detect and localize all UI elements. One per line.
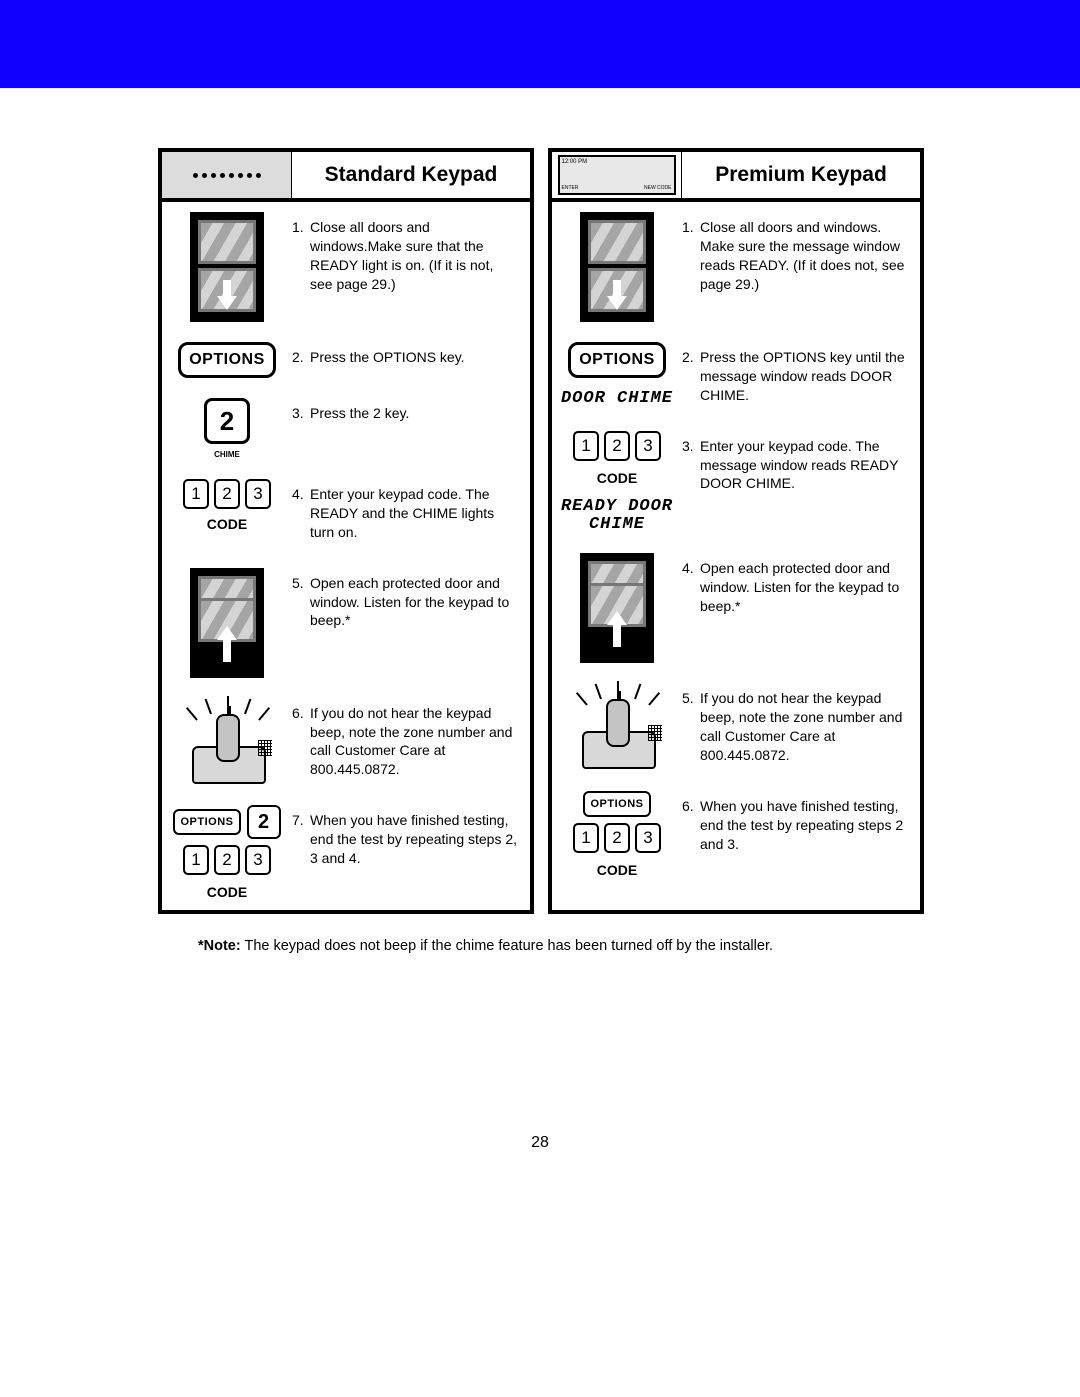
prem-row-2: OPTIONS DOOR CHIME 2.Press the OPTIONS k… [552, 332, 920, 421]
window-open-icon [580, 553, 654, 663]
standard-title: Standard Keypad [292, 152, 530, 198]
top-banner [0, 0, 1080, 88]
std-row-4: 1 2 3 CODE 4.Enter your keypad code. The… [162, 469, 530, 558]
columns: Standard Keypad 1.Close all doors and wi… [158, 148, 922, 914]
page-number: 28 [158, 1134, 922, 1152]
premium-title: Premium Keypad [682, 152, 920, 198]
key-2-small[interactable]: 2 [247, 805, 281, 839]
lcd-ready-door-chime: READY DOOR CHIME [552, 498, 682, 534]
code-keys[interactable]: 1 2 3 [573, 431, 661, 461]
code-label: CODE [207, 884, 247, 900]
phone-ringing-icon [572, 683, 662, 769]
std-row-1: 1.Close all doors and windows.Make sure … [162, 202, 530, 332]
lcd-door-chime: DOOR CHIME [561, 390, 673, 408]
prem-row-5: 5.If you do not hear the keypad beep, no… [552, 673, 920, 781]
key-2-button[interactable]: 2 [204, 398, 250, 444]
standard-column: Standard Keypad 1.Close all doors and wi… [158, 148, 534, 914]
window-close-icon [190, 212, 264, 322]
prem-row-1: 1.Close all doors and windows. Make sure… [552, 202, 920, 332]
code-keys-small[interactable]: 1 2 3 [183, 845, 271, 875]
options-button-small[interactable]: OPTIONS [583, 791, 650, 817]
window-close-icon [580, 212, 654, 322]
code-label: CODE [597, 862, 637, 878]
window-open-icon [190, 568, 264, 678]
code-keys-small[interactable]: 1 2 3 [573, 823, 661, 853]
premium-column: 12:00 PM ENTERNEW CODE Premium Keypad 1.… [548, 148, 924, 914]
code-keys[interactable]: 1 2 3 [183, 479, 271, 509]
std-row-3: 2 CHIME 3.Press the 2 key. [162, 388, 530, 469]
options-button-small[interactable]: OPTIONS [173, 809, 240, 835]
prem-row-6: OPTIONS 1 2 3 CODE 6.When you have finis… [552, 781, 920, 888]
code-label: CODE [207, 516, 247, 532]
std-row-7: OPTIONS 2 1 2 3 CODE 7.When you have fin… [162, 795, 530, 910]
standard-header: Standard Keypad [162, 152, 530, 202]
page-body: Standard Keypad 1.Close all doors and wi… [0, 88, 1080, 1152]
std-row-6: 6.If you do not hear the keypad beep, no… [162, 688, 530, 796]
std-row-5: 5.Open each protected door and window. L… [162, 558, 530, 688]
options-button[interactable]: OPTIONS [178, 342, 276, 378]
chime-label: CHIME [214, 450, 240, 459]
standard-led-panel [162, 152, 292, 198]
prem-row-3: 1 2 3 CODE READY DOOR CHIME 3.Enter your… [552, 421, 920, 544]
std-row-2: OPTIONS 2.Press the OPTIONS key. [162, 332, 530, 388]
code-label: CODE [597, 470, 637, 486]
phone-ringing-icon [182, 698, 272, 784]
footnote: *Note: The keypad does not beep if the c… [158, 938, 922, 954]
lcd-panel-icon: 12:00 PM ENTERNEW CODE [558, 155, 676, 195]
premium-header: 12:00 PM ENTERNEW CODE Premium Keypad [552, 152, 920, 202]
options-button[interactable]: OPTIONS [568, 342, 666, 378]
prem-row-4: 4.Open each protected door and window. L… [552, 543, 920, 673]
